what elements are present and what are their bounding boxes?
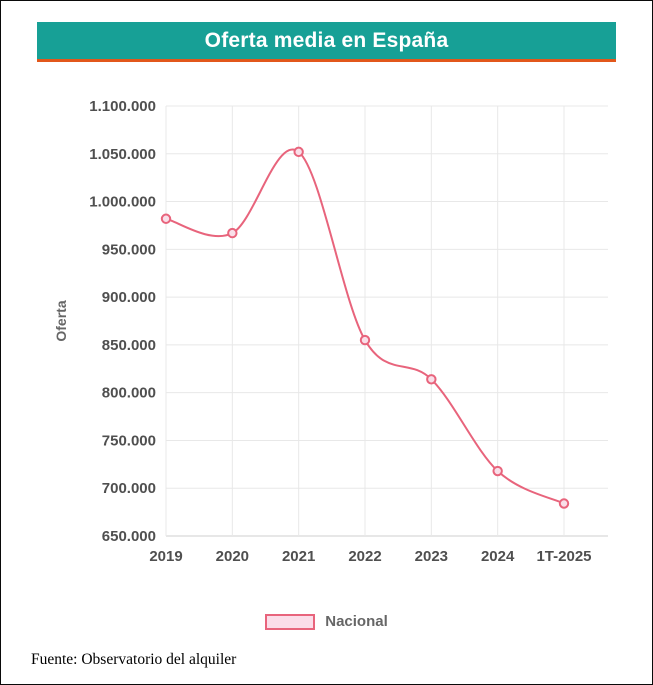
x-tick-label: 2020 [216,548,249,565]
data-point[interactable] [492,465,503,477]
x-tick-label: 2024 [481,548,515,565]
series-line-nacional [165,148,565,505]
y-tick-label: 800.000 [102,385,156,402]
y-axis-title: Oferta [53,300,69,342]
data-point[interactable] [359,334,371,346]
y-tick-label: 1.100.000 [89,98,156,115]
data-point[interactable] [426,374,437,385]
y-tick-label: 950.000 [102,241,156,258]
x-tick-label: 1T-2025 [536,548,591,565]
legend-label: Nacional [325,613,388,630]
y-tick-label: 1.050.000 [89,146,156,163]
y-tick-label: 650.000 [102,528,156,545]
x-tick-label: 2022 [348,548,381,565]
data-point[interactable] [227,227,238,239]
chart-title-banner: Oferta media en España [37,22,616,62]
y-tick-label: 750.000 [102,432,156,449]
legend-swatch [265,613,316,630]
legend-item-nacional[interactable]: Nacional [1,613,652,630]
source-note: Fuente: Observatorio del alquiler [31,651,237,668]
line-chart: 650.000 700.000 750.000 800.000 850.000 900.0… [89,98,608,565]
y-tick-label: 900.000 [102,289,156,306]
y-tick-label: 700.000 [102,480,156,497]
x-tick-label: 2019 [149,548,182,565]
data-point[interactable] [160,213,172,224]
data-point[interactable] [293,146,304,158]
x-tick-label: 2023 [415,548,448,565]
y-tick-label: 1.000.000 [89,194,156,211]
data-point[interactable] [558,498,570,509]
x-tick-label: 2021 [282,548,315,565]
y-tick-label: 850.000 [102,337,156,354]
